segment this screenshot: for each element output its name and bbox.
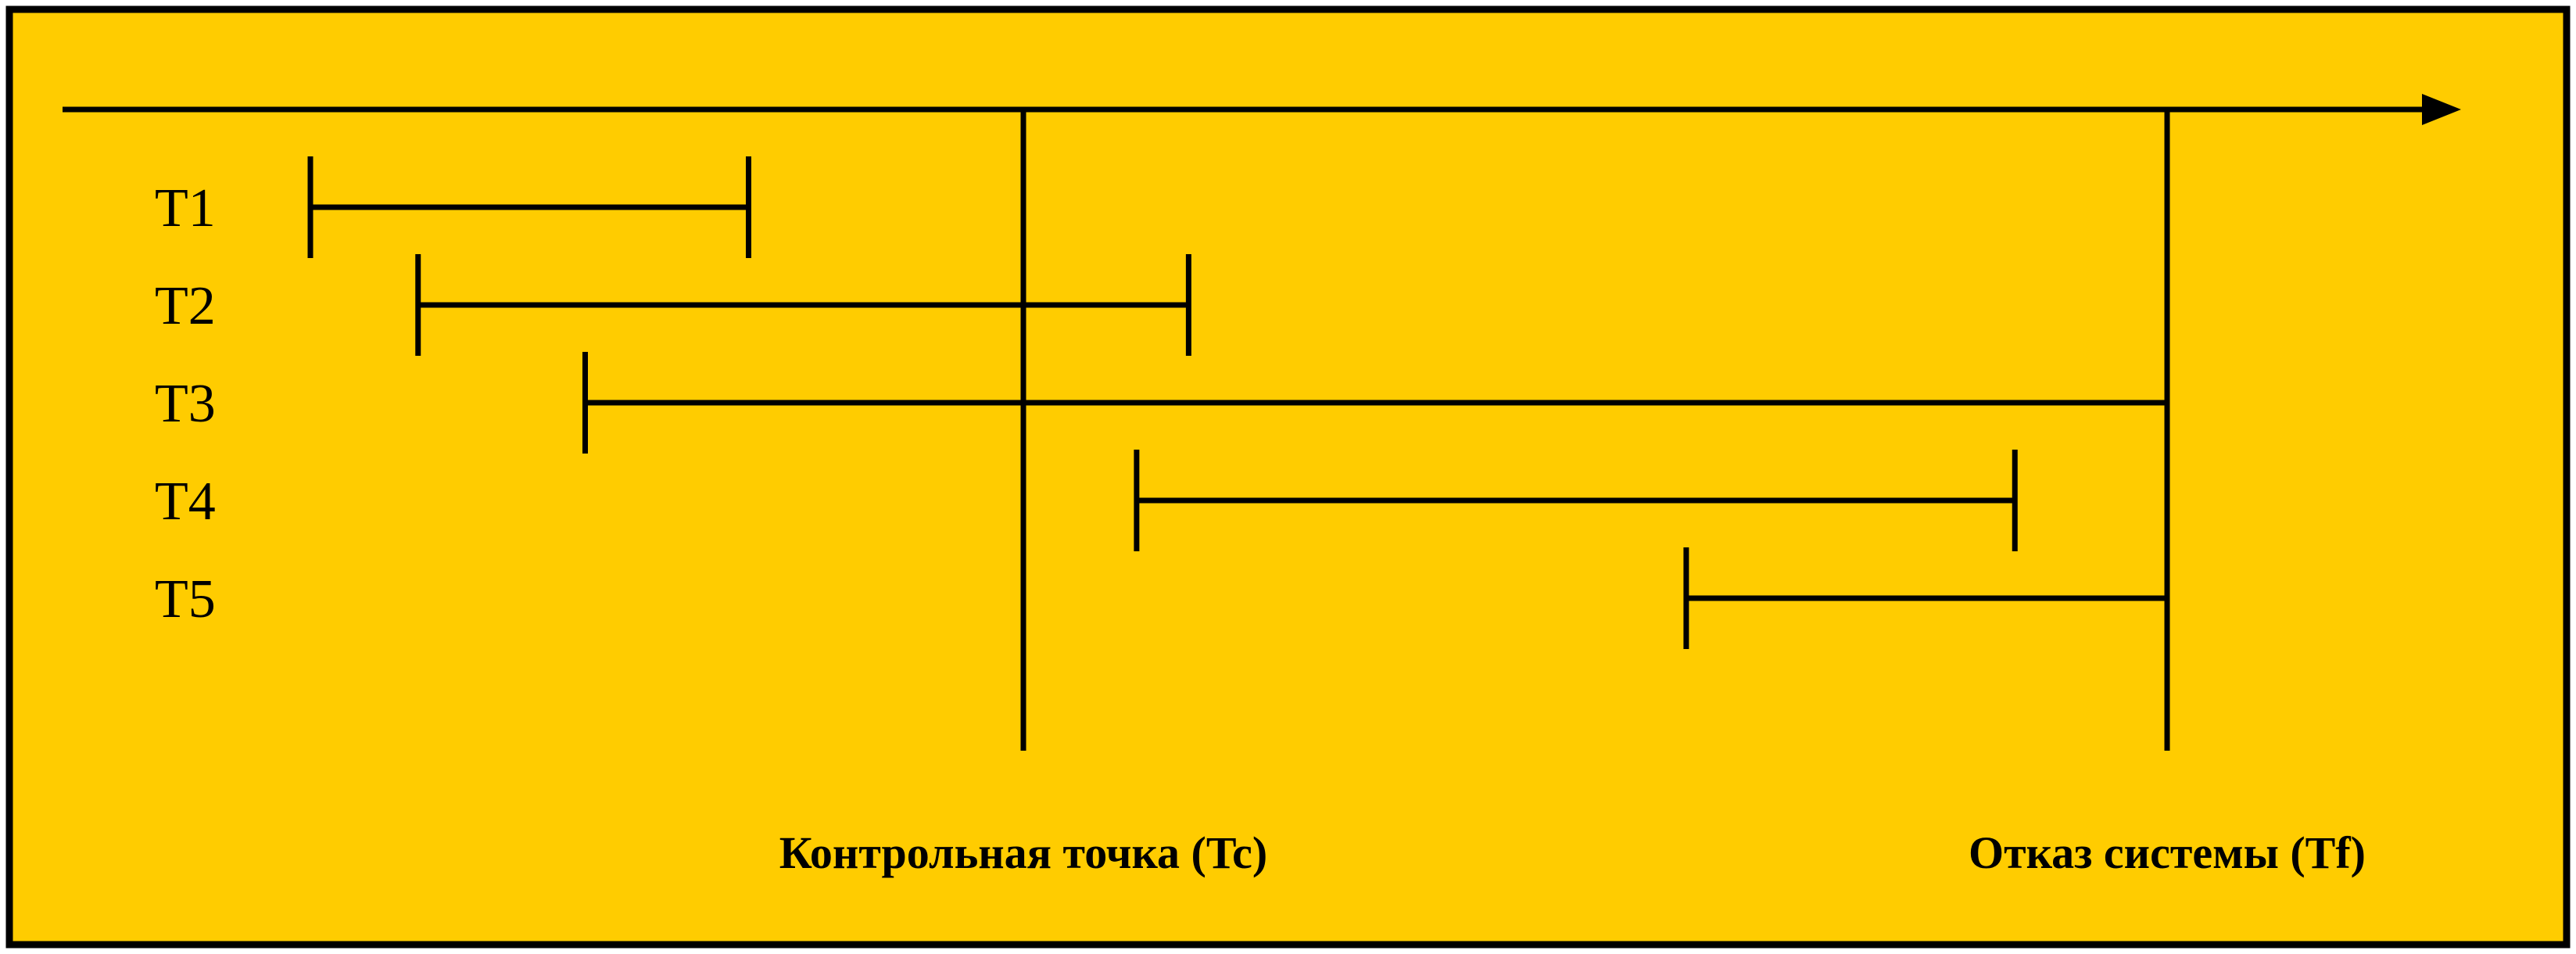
transaction-label-t1: T1 — [155, 178, 216, 238]
transaction-label-t5: T5 — [155, 569, 216, 629]
transaction-t1: T1 — [155, 156, 751, 258]
transaction-list: T1 T2 T3 T4 T5 — [155, 156, 2167, 649]
checkpoint-label: Контрольная точка (Tc) — [779, 827, 1268, 878]
transaction-label-t2: T2 — [155, 276, 216, 336]
failure-label: Отказ системы (Tf) — [1969, 827, 2366, 878]
transaction-t3: T3 — [155, 352, 2167, 454]
transaction-t4: T4 — [155, 450, 2018, 551]
transaction-t5: T5 — [155, 547, 2167, 649]
transaction-label-t4: T4 — [155, 472, 216, 532]
transaction-t2: T2 — [155, 254, 1191, 356]
transaction-label-t3: T3 — [155, 374, 216, 434]
time-axis-arrowhead-icon — [2422, 94, 2461, 125]
diagram-frame — [5, 5, 2571, 949]
